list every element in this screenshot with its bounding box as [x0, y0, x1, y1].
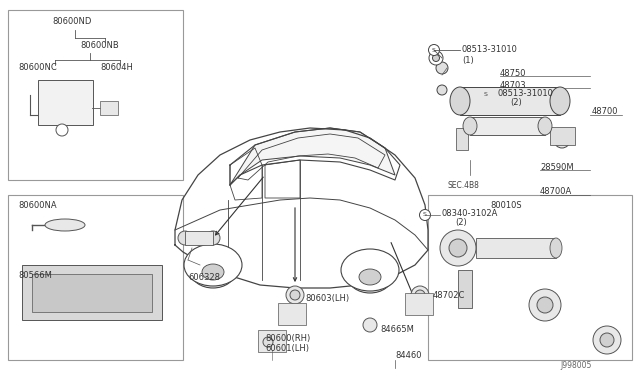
Ellipse shape: [341, 249, 399, 291]
Text: (2): (2): [455, 218, 467, 228]
Bar: [8, 195, 183, 360]
Bar: [22, 265, 162, 320]
Bar: [470, 117, 545, 135]
Circle shape: [437, 85, 447, 95]
Text: 48702C: 48702C: [433, 291, 465, 299]
Text: 08340-3102A: 08340-3102A: [442, 208, 499, 218]
Text: 84460: 84460: [395, 350, 422, 359]
Bar: [38, 80, 93, 125]
Ellipse shape: [184, 244, 242, 286]
Circle shape: [415, 290, 425, 300]
Circle shape: [290, 290, 300, 300]
Text: 80010S: 80010S: [490, 201, 522, 209]
Text: 48750: 48750: [500, 68, 527, 77]
Bar: [8, 10, 183, 180]
Circle shape: [449, 239, 467, 257]
Ellipse shape: [359, 269, 381, 285]
Circle shape: [429, 51, 443, 65]
Text: 48700: 48700: [592, 108, 618, 116]
Ellipse shape: [45, 219, 85, 231]
Text: S: S: [484, 93, 488, 97]
Text: 80600NA: 80600NA: [18, 201, 56, 209]
Bar: [32, 274, 152, 312]
Text: 80603(LH): 80603(LH): [305, 294, 349, 302]
Text: 84665M: 84665M: [380, 326, 414, 334]
Circle shape: [206, 231, 220, 245]
Text: 80600(RH): 80600(RH): [265, 334, 310, 343]
Ellipse shape: [463, 117, 477, 135]
Bar: [278, 303, 306, 325]
Text: 28590M: 28590M: [540, 163, 573, 171]
Bar: [405, 293, 433, 315]
Ellipse shape: [191, 256, 235, 288]
Text: 08513-31010: 08513-31010: [462, 45, 518, 55]
Circle shape: [178, 231, 192, 245]
Text: 60601(LH): 60601(LH): [265, 343, 309, 353]
Ellipse shape: [550, 87, 570, 115]
Circle shape: [537, 297, 553, 313]
Text: S: S: [423, 212, 427, 218]
Circle shape: [429, 45, 440, 55]
Circle shape: [56, 124, 68, 136]
Circle shape: [419, 209, 431, 221]
Text: 80600NC: 80600NC: [18, 64, 57, 73]
Circle shape: [440, 230, 476, 266]
Text: 80604H: 80604H: [100, 64, 133, 73]
Text: 606328: 606328: [188, 273, 220, 282]
Text: (2): (2): [510, 99, 522, 108]
Polygon shape: [230, 128, 395, 185]
Text: 80600ND: 80600ND: [52, 17, 92, 26]
Circle shape: [433, 55, 440, 61]
Text: 80566M: 80566M: [18, 270, 52, 279]
Text: SEC.4B8: SEC.4B8: [448, 180, 480, 189]
Text: 08513-31010: 08513-31010: [497, 89, 553, 97]
Bar: [458, 270, 472, 308]
Text: 80600NB: 80600NB: [80, 41, 119, 49]
Circle shape: [411, 286, 429, 304]
Circle shape: [529, 289, 561, 321]
Circle shape: [481, 90, 492, 100]
Circle shape: [363, 318, 377, 332]
Text: S: S: [432, 48, 436, 52]
Text: J998005: J998005: [560, 360, 591, 369]
Ellipse shape: [550, 238, 562, 258]
Circle shape: [263, 337, 273, 347]
Bar: [100, 101, 118, 115]
Bar: [258, 330, 286, 352]
Text: 48700A: 48700A: [540, 187, 572, 196]
Text: 48703: 48703: [500, 80, 527, 90]
Circle shape: [600, 333, 614, 347]
Circle shape: [286, 286, 304, 304]
Bar: [476, 238, 556, 258]
Text: (1): (1): [462, 55, 474, 64]
Bar: [550, 127, 575, 145]
Circle shape: [554, 132, 570, 148]
Bar: [456, 128, 468, 150]
Bar: [460, 87, 560, 115]
Ellipse shape: [348, 261, 392, 293]
Ellipse shape: [450, 87, 470, 115]
Circle shape: [436, 62, 448, 74]
Circle shape: [593, 326, 621, 354]
Bar: [428, 195, 632, 360]
Ellipse shape: [202, 264, 224, 280]
Ellipse shape: [538, 117, 552, 135]
Bar: [185, 231, 213, 245]
